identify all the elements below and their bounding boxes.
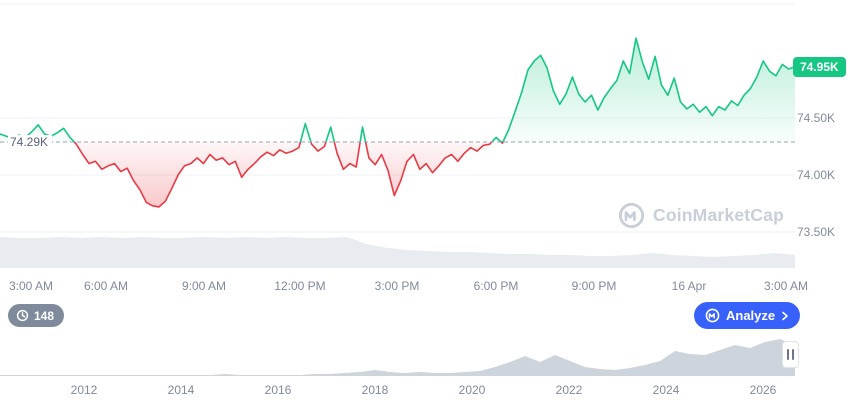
baseline-price-label: 74.29K [8,135,53,149]
timeline-range-selector[interactable] [0,331,795,377]
time-tick-label: 12:00 PM [274,279,326,293]
clock-icon [16,309,29,322]
year-tick-label: 2022 [555,383,583,397]
price-tick-label: 74.50K [797,111,836,125]
watermark-text: CoinMarketCap [653,205,784,225]
price-tick-label: 74.00K [797,168,836,182]
price-tick-label: 73.50K [797,225,836,239]
timeline-chart-svg [0,339,795,376]
time-tick-label: 6:00 AM [83,279,129,293]
analyze-logo-icon [705,308,720,323]
chevron-right-icon [781,311,789,321]
analyze-label: Analyze [726,308,776,323]
history-count-badge[interactable]: 148 [8,304,65,327]
time-tick-label: 9:00 AM [181,279,227,293]
price-chart-svg [0,3,795,268]
coinmarketcap-watermark: CoinMarketCap [618,202,784,229]
range-handle[interactable] [782,341,799,368]
year-tick-label: 2018 [361,383,389,397]
history-count-label: 148 [34,308,55,323]
year-tick-label: 2016 [264,383,292,397]
price-chart[interactable] [0,0,795,272]
time-tick-label: 3:00 AM [8,279,54,293]
current-price-badge: 74.95K [793,57,846,77]
year-tick-label: 2024 [652,383,680,397]
year-tick-label: 2014 [167,383,195,397]
analyze-button[interactable]: Analyze [694,302,801,329]
time-tick-label: 3:00 AM [763,279,809,293]
year-tick-label: 2020 [458,383,486,397]
year-tick-label: 2012 [70,383,98,397]
time-tick-label: 3:00 PM [374,279,420,293]
year-tick-label: 2026 [749,383,777,397]
time-tick-label: 9:00 PM [571,279,617,293]
time-tick-label: 16 Apr [671,279,707,293]
coinmarketcap-logo-icon [618,202,645,229]
time-tick-label: 6:00 PM [473,279,519,293]
